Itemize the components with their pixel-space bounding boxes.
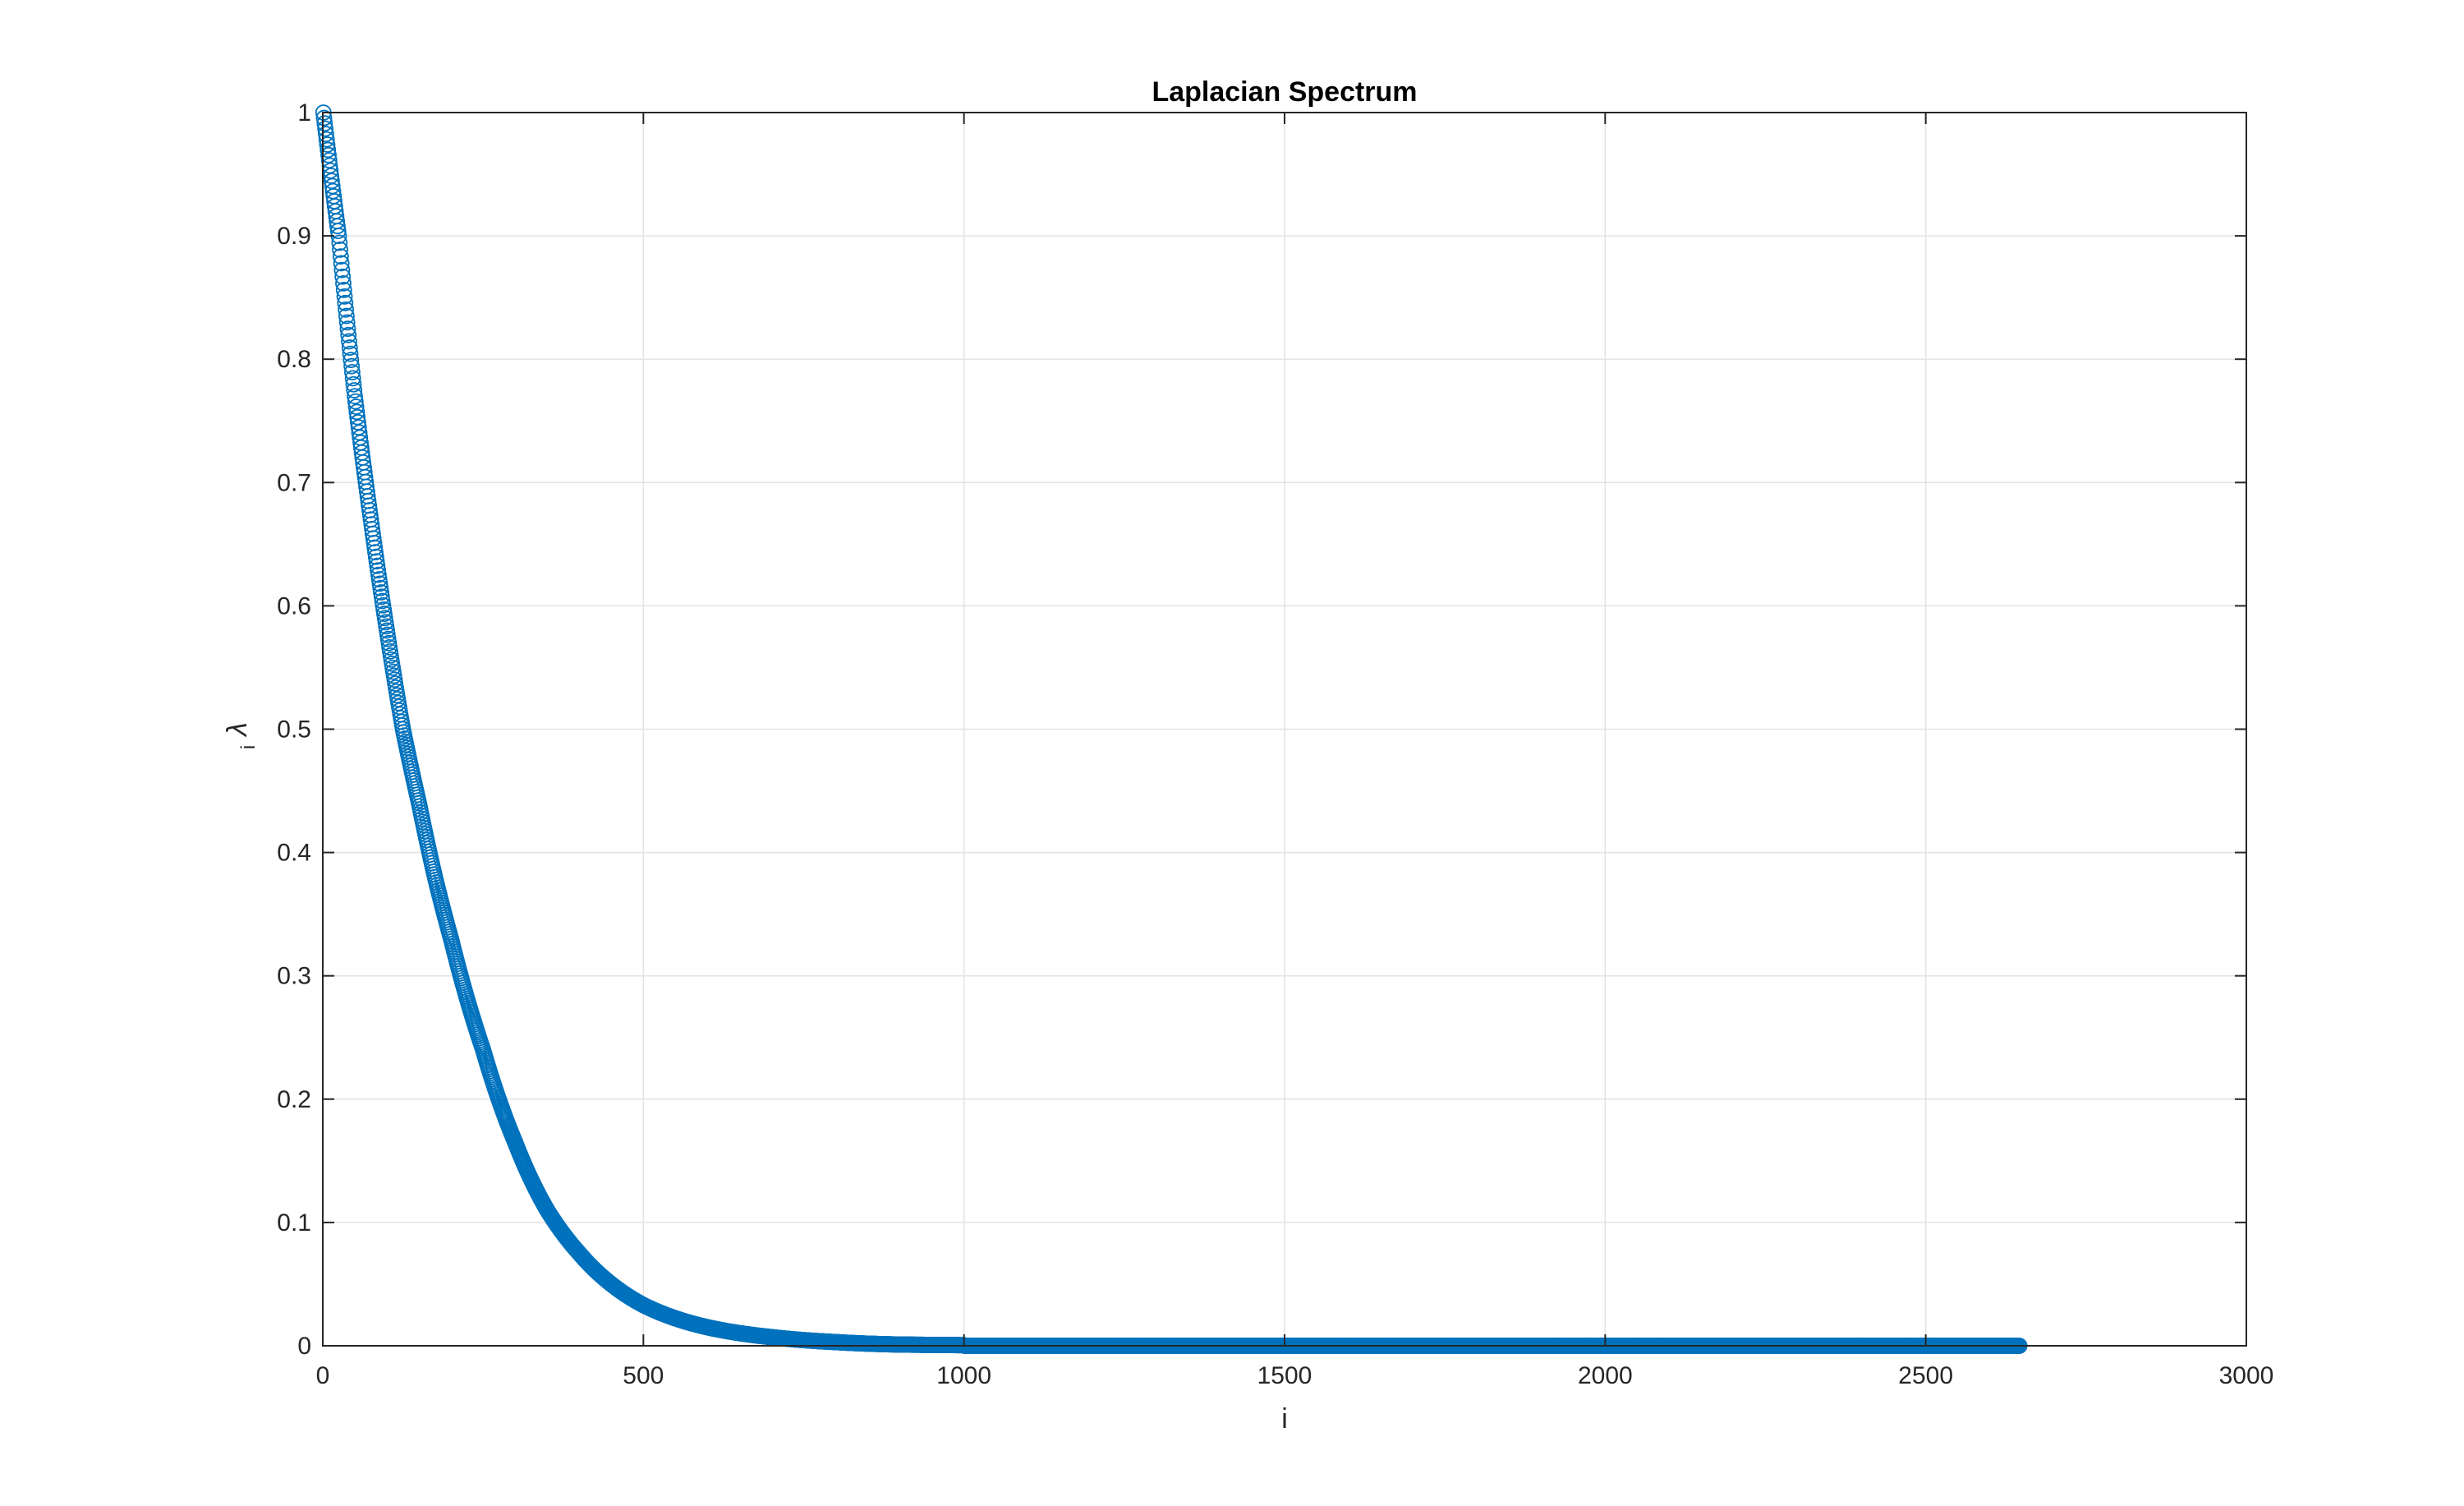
x-tick-label: 3000 bbox=[2219, 1362, 2274, 1389]
y-tick-label: 0.9 bbox=[277, 223, 311, 250]
data-point bbox=[319, 141, 337, 159]
y-tick-label: 0.6 bbox=[277, 592, 311, 619]
x-tick-label: 2500 bbox=[1898, 1362, 1953, 1389]
y-tick-label: 0 bbox=[297, 1333, 311, 1360]
data-point bbox=[316, 115, 333, 132]
x-tick-label: 1000 bbox=[936, 1362, 991, 1389]
data-point bbox=[347, 393, 364, 410]
data-point bbox=[341, 339, 358, 356]
y-tick-label: 0.2 bbox=[277, 1086, 311, 1113]
y-tick-label: 0.4 bbox=[277, 840, 311, 867]
data-point bbox=[348, 403, 365, 421]
y-axis-label: λ i bbox=[222, 722, 260, 749]
data-point bbox=[342, 345, 359, 362]
y-tick-label: 0.7 bbox=[277, 469, 311, 496]
data-point bbox=[318, 131, 335, 148]
x-tick-label: 1500 bbox=[1257, 1362, 1312, 1389]
data-point bbox=[366, 539, 384, 556]
y-axis-label-lambda: λ bbox=[222, 722, 253, 738]
y-tick-label: 1 bbox=[297, 99, 311, 127]
data-point bbox=[335, 281, 352, 298]
data-point bbox=[346, 382, 363, 398]
data-point bbox=[317, 126, 334, 143]
data-point bbox=[344, 370, 361, 387]
y-tick-label: 0.1 bbox=[277, 1209, 311, 1237]
y-axis-label-subscript: i bbox=[237, 745, 260, 749]
data-point bbox=[336, 288, 353, 305]
data-point bbox=[341, 333, 357, 350]
data-point bbox=[337, 294, 354, 311]
data-point bbox=[365, 535, 383, 551]
data-point bbox=[333, 255, 350, 272]
data-point bbox=[335, 274, 352, 292]
x-tick-label: 2000 bbox=[1578, 1362, 1633, 1389]
data-point bbox=[317, 120, 334, 137]
data-point bbox=[338, 307, 355, 325]
data-point bbox=[343, 357, 361, 375]
x-tick-label: 0 bbox=[316, 1362, 330, 1389]
y-tick-label: 0.3 bbox=[277, 963, 311, 990]
data-point bbox=[347, 388, 363, 405]
data-point bbox=[334, 268, 352, 285]
data-point bbox=[329, 223, 347, 240]
data-point bbox=[329, 218, 346, 235]
tick-layer: 0 500 1000 1500 2000 2500 3000 0 0.1 0.2 0.3 0.4 0.5… bbox=[277, 99, 2273, 1389]
data-point bbox=[320, 152, 338, 169]
data-point bbox=[333, 261, 351, 279]
data-point bbox=[342, 352, 360, 369]
data-point bbox=[340, 326, 357, 343]
data-point bbox=[367, 544, 384, 561]
data-point bbox=[347, 398, 365, 415]
data-point bbox=[331, 234, 348, 251]
data-point bbox=[319, 136, 336, 153]
x-tick-label: 500 bbox=[623, 1362, 664, 1389]
y-tick-label: 0.5 bbox=[277, 716, 311, 744]
data-point bbox=[320, 146, 337, 163]
data-point bbox=[315, 109, 333, 127]
data-point bbox=[344, 364, 361, 380]
y-tick-label: 0.8 bbox=[277, 346, 311, 373]
data-point bbox=[323, 168, 340, 184]
x-axis-label: i bbox=[1281, 1403, 1288, 1435]
data-point bbox=[338, 301, 355, 318]
data-point bbox=[367, 548, 384, 565]
data-point bbox=[349, 408, 366, 426]
data-point bbox=[345, 375, 362, 393]
chart-title: Laplacian Spectrum bbox=[1152, 76, 1417, 108]
data-point bbox=[338, 314, 356, 331]
data-point bbox=[332, 241, 348, 258]
data-point bbox=[339, 320, 356, 338]
data-point bbox=[332, 248, 349, 265]
